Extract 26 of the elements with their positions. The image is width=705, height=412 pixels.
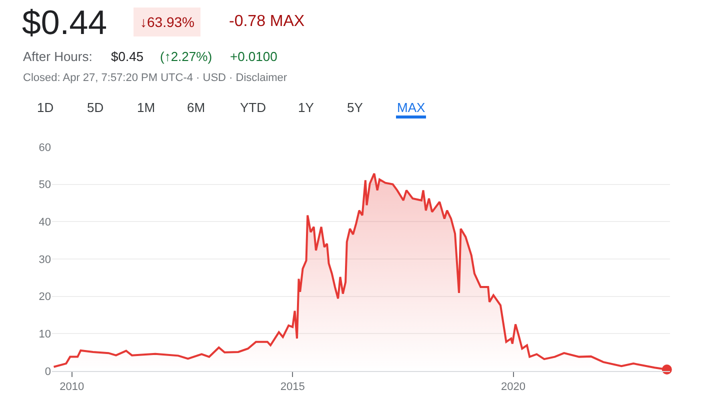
chart-title: $0.44: [22, 4, 108, 42]
text: 6M: [187, 100, 206, 115]
text: 5D: [87, 100, 104, 115]
text: 1D: [37, 100, 54, 115]
x-tick-label: 2015: [280, 381, 305, 394]
y-tick-label: 30: [38, 254, 51, 266]
text: 5Y: [347, 100, 364, 115]
text: YTD: [240, 100, 266, 115]
text: 1M: [137, 100, 156, 115]
text: MAX: [397, 100, 426, 115]
y-tick-label: 60: [38, 142, 51, 154]
text: +0.0100: [230, 49, 278, 64]
y-tick-label: 40: [38, 216, 51, 229]
text: ↓63.93%: [140, 14, 194, 30]
x-tick-label: 2020: [501, 381, 526, 394]
y-tick-label: 20: [38, 291, 51, 304]
text: -0.78 MAX: [229, 13, 305, 30]
x-tick-label: 2010: [60, 381, 84, 394]
text: (↑2.27%): [160, 49, 212, 64]
y-tick-label: 0: [44, 366, 51, 378]
text: After Hours:: [23, 49, 92, 64]
y-tick-label: 50: [38, 179, 51, 192]
y-tick-label: 10: [38, 328, 51, 341]
text: 1Y: [298, 100, 314, 115]
text: $0.45: [111, 49, 144, 64]
text: Closed: Apr 27, 7:57:20 PM UTC-4 · USD · Disclaimer: [23, 72, 288, 84]
